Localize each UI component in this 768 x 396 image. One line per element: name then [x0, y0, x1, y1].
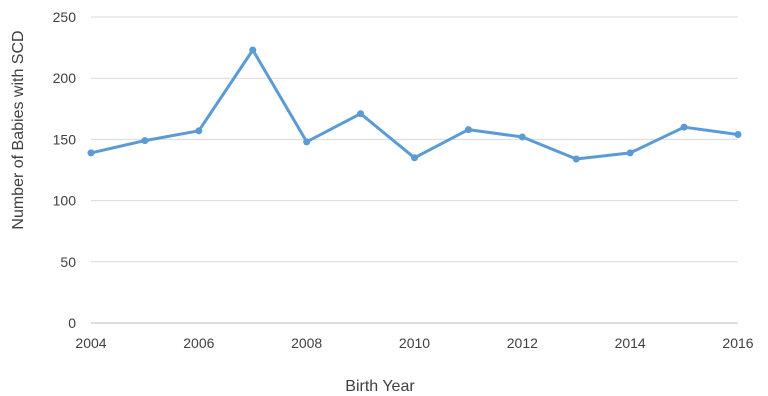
x-tick-label: 2008 — [291, 335, 322, 351]
series-group — [87, 46, 742, 163]
data-point — [141, 137, 149, 145]
data-point — [518, 133, 526, 141]
y-tick-label: 0 — [68, 315, 76, 331]
y-tick-label: 250 — [53, 9, 77, 25]
gridlines — [91, 16, 738, 324]
x-tick-label: 2004 — [75, 335, 106, 351]
data-point — [626, 149, 634, 157]
data-point — [572, 155, 580, 163]
data-point — [734, 131, 742, 139]
y-axis-title: Number of Babies with SCD — [10, 30, 27, 229]
data-point — [357, 110, 365, 118]
x-tick-label: 2010 — [399, 335, 430, 351]
y-tick-label: 50 — [60, 254, 76, 270]
y-tick-label: 150 — [53, 131, 77, 147]
x-tick-label: 2006 — [183, 335, 214, 351]
data-point — [249, 46, 257, 54]
data-point — [680, 123, 688, 131]
y-tick-label: 200 — [53, 70, 77, 86]
x-axis-title: Birth Year — [345, 378, 415, 395]
data-point — [303, 138, 311, 146]
x-axis-ticks: 2004 2006 2008 2010 2012 2014 2016 — [75, 335, 753, 351]
data-point — [464, 126, 472, 134]
series-line — [89, 48, 740, 161]
y-axis-ticks: 0 50 100 150 200 250 — [53, 9, 77, 331]
x-tick-label: 2012 — [507, 335, 538, 351]
x-tick-label: 2014 — [615, 335, 646, 351]
y-tick-label: 100 — [53, 193, 77, 209]
data-point — [195, 127, 203, 135]
x-tick-label: 2016 — [722, 335, 753, 351]
data-point — [87, 149, 95, 157]
data-point — [411, 154, 418, 162]
